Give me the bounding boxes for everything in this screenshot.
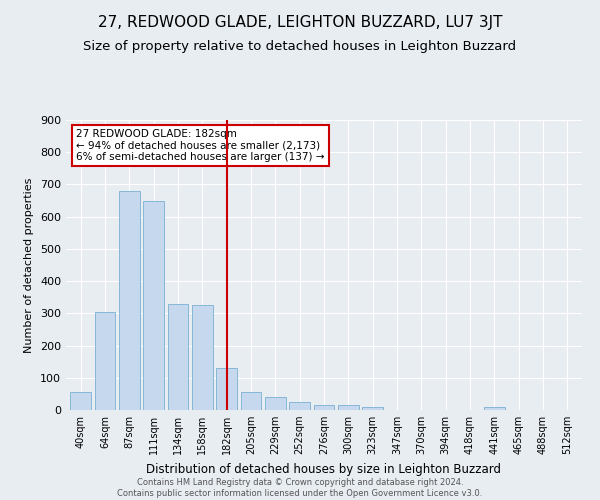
Text: Size of property relative to detached houses in Leighton Buzzard: Size of property relative to detached ho… <box>83 40 517 53</box>
Bar <box>362 407 383 410</box>
Bar <box>70 392 91 410</box>
X-axis label: Distribution of detached houses by size in Leighton Buzzard: Distribution of detached houses by size … <box>146 462 502 475</box>
Bar <box>167 304 188 410</box>
Bar <box>143 200 164 410</box>
Bar <box>484 407 505 410</box>
Bar <box>95 312 115 410</box>
Bar <box>314 405 334 410</box>
Text: 27 REDWOOD GLADE: 182sqm
← 94% of detached houses are smaller (2,173)
6% of semi: 27 REDWOOD GLADE: 182sqm ← 94% of detach… <box>76 128 325 162</box>
Bar <box>119 191 140 410</box>
Bar <box>265 397 286 410</box>
Text: Contains HM Land Registry data © Crown copyright and database right 2024.
Contai: Contains HM Land Registry data © Crown c… <box>118 478 482 498</box>
Bar <box>289 402 310 410</box>
Bar <box>216 368 237 410</box>
Text: 27, REDWOOD GLADE, LEIGHTON BUZZARD, LU7 3JT: 27, REDWOOD GLADE, LEIGHTON BUZZARD, LU7… <box>98 15 502 30</box>
Bar <box>241 392 262 410</box>
Y-axis label: Number of detached properties: Number of detached properties <box>25 178 34 352</box>
Bar <box>192 306 212 410</box>
Bar <box>338 405 359 410</box>
